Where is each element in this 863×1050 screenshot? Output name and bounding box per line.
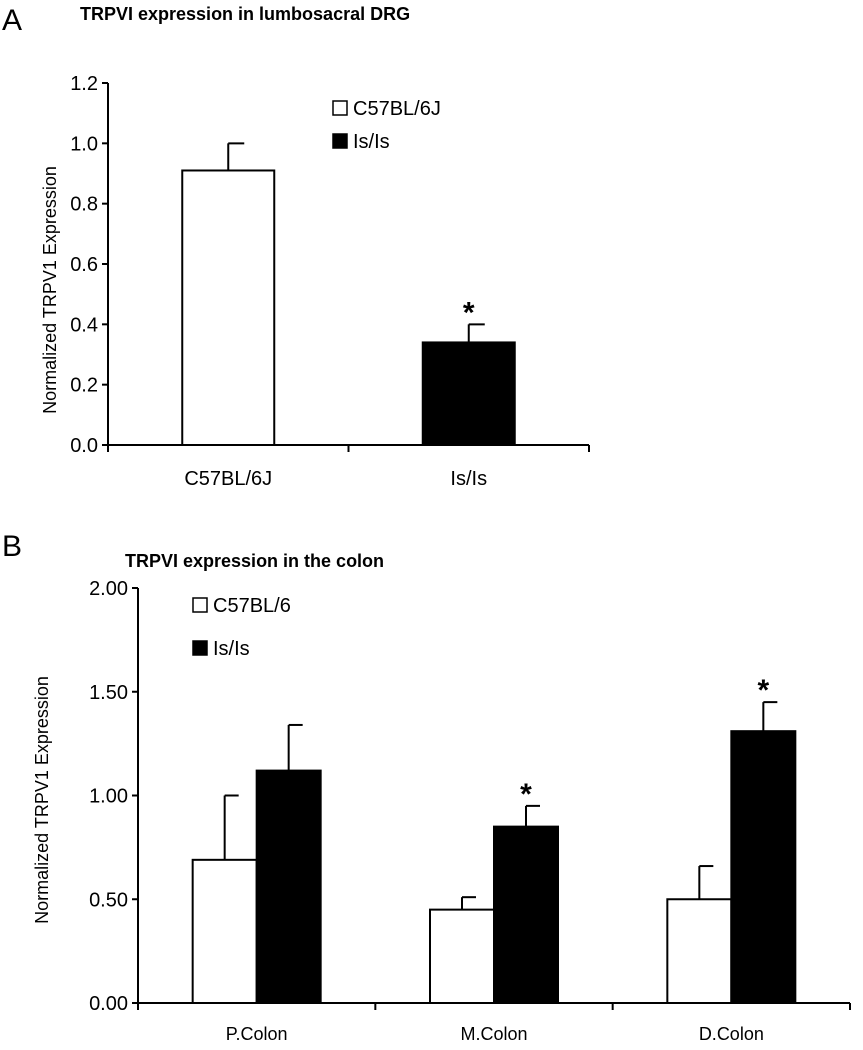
x-tick-label: C57BL/6J: [184, 468, 272, 490]
x-tick-label: M.Colon: [460, 1024, 527, 1044]
y-tick-label: 0.4: [70, 314, 98, 336]
bar: [730, 730, 797, 1004]
y-tick-label: 0.0: [70, 435, 98, 457]
y-tick-label: 1.0: [70, 133, 98, 155]
significance-marker: *: [520, 778, 532, 811]
bars-a: *: [181, 142, 516, 446]
legend-label: Is/Is: [353, 131, 390, 153]
x-tick-label: Is/Is: [450, 468, 487, 490]
legend-a: C57BL/6J Is/Is: [332, 98, 441, 153]
panel-b-letter: B: [2, 530, 22, 563]
y-tick-label: 0.8: [70, 194, 98, 216]
legend-swatch: [332, 133, 348, 149]
panel-b: B TRPVI expression in the colon Normaliz…: [2, 530, 851, 1044]
significance-marker: *: [463, 296, 475, 329]
legend-label: Is/Is: [213, 638, 250, 660]
legend-swatch: [192, 640, 208, 656]
legend-label: C57BL/6J: [353, 98, 441, 120]
bar: [181, 169, 276, 446]
panel-a: A TRPVI expression in lumbosacral DRG No…: [2, 4, 590, 490]
x-tick-label: D.Colon: [699, 1024, 764, 1044]
bar: [421, 341, 516, 446]
legend-swatch: [332, 100, 348, 116]
chart-title-b: TRPVI expression in the colon: [125, 551, 384, 571]
y-tick-label: 1.00: [89, 786, 128, 808]
legend-b: C57BL/6 Is/Is: [192, 595, 291, 660]
legend-swatch: [192, 597, 208, 613]
y-tick-label: 1.2: [70, 73, 98, 95]
y-tick-label: 0.6: [70, 254, 98, 276]
y-tick-label: 2.00: [89, 578, 128, 600]
y-tick-label: 1.50: [89, 682, 128, 704]
legend-label: C57BL/6: [213, 595, 291, 617]
y-tick-label: 0.00: [89, 993, 128, 1015]
bar: [191, 858, 258, 1005]
y-axis-label-a: Normalized TRPV1 Expression: [40, 166, 60, 414]
bar: [666, 898, 733, 1004]
y-axis-label-b: Normalized TRPV1 Expression: [32, 676, 52, 924]
significance-marker: *: [757, 674, 769, 707]
axes-a: 0.0 0.2 0.4 0.6 0.8 1.0 1.2 C57BL/6J Is/Is: [70, 73, 590, 490]
bar: [255, 769, 322, 1004]
x-tick-label: P.Colon: [226, 1024, 288, 1044]
bars-b: **: [191, 674, 797, 1005]
y-tick-label: 0.50: [89, 889, 128, 911]
bar: [429, 908, 495, 1004]
chart-title-a: TRPVI expression in lumbosacral DRG: [80, 4, 410, 24]
panel-a-letter: A: [2, 4, 22, 37]
bar: [493, 825, 559, 1004]
y-tick-label: 0.2: [70, 375, 98, 397]
